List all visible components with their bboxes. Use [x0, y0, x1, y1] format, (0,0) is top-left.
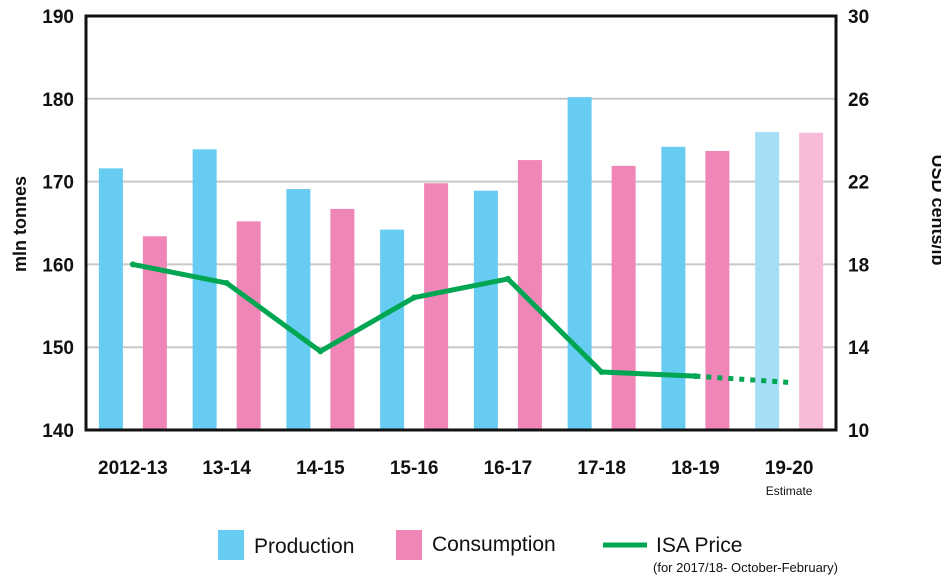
bar-production — [98, 168, 123, 431]
legend-swatch-production — [218, 530, 244, 560]
bar-consumption — [799, 132, 824, 431]
bar-production — [755, 131, 780, 431]
left-tick-label: 140 — [42, 421, 74, 442]
price-point — [223, 280, 230, 287]
price-point — [411, 294, 418, 301]
price-line — [129, 261, 790, 385]
legend-label-isa-price: ISA Price — [656, 534, 742, 557]
bar-consumption — [424, 183, 449, 430]
plot-frame — [84, 14, 838, 432]
price-line-solid — [130, 261, 698, 379]
category-label: 17-18 — [577, 458, 626, 479]
category-label: 2012-13 — [98, 458, 168, 479]
right-tick-label: 22 — [848, 173, 869, 194]
legend-label-production: Production — [254, 535, 354, 558]
category-label: 19-20 — [765, 458, 814, 479]
left-axis-ticks: 140 150 160 170 180 190 — [42, 7, 74, 442]
right-tick-label: 10 — [848, 421, 869, 442]
category-label: 16-17 — [484, 458, 533, 479]
price-line-estimate — [695, 373, 790, 385]
category-label: 15-16 — [390, 458, 439, 479]
right-axis-title: USD cents/lb — [928, 154, 941, 265]
price-point — [317, 348, 324, 355]
price-point — [129, 261, 136, 268]
bar-consumption — [330, 208, 355, 430]
left-tick-label: 150 — [42, 338, 74, 359]
bar-production — [380, 229, 405, 430]
right-tick-label: 26 — [848, 90, 869, 111]
legend-swatch-consumption — [396, 530, 422, 560]
bars — [98, 97, 824, 431]
legend-note-isa-price: (for 2017/18- October-February) — [653, 560, 838, 575]
price-point — [598, 369, 605, 376]
left-tick-label: 170 — [42, 173, 74, 194]
left-tick-label: 180 — [42, 90, 74, 111]
bar-consumption — [236, 221, 261, 430]
bar-production — [192, 149, 217, 431]
left-tick-label: 190 — [42, 7, 74, 28]
legend-label-consumption: Consumption — [432, 533, 556, 556]
right-tick-label: 14 — [848, 338, 870, 359]
price-point — [504, 275, 511, 282]
bar-production — [473, 190, 498, 430]
right-tick-label: 18 — [848, 255, 869, 276]
bar-production — [661, 146, 686, 430]
legend: Production Consumption ISA Price (for 20… — [218, 530, 838, 575]
category-label: 13-14 — [202, 458, 251, 479]
bar-consumption — [611, 165, 636, 431]
right-axis-ticks: 10 14 18 22 26 30 — [848, 7, 870, 442]
category-label: 18-19 — [671, 458, 720, 479]
price-point — [692, 373, 699, 380]
bar-production — [286, 189, 311, 430]
bar-consumption — [705, 150, 730, 431]
right-tick-label: 30 — [848, 7, 869, 28]
category-label: 14-15 — [296, 458, 345, 479]
left-axis-title: mln tonnes — [10, 176, 30, 272]
bar-production — [567, 97, 592, 431]
category-labels: 2012-13 13-14 14-15 15-16 16-17 17-18 18-19 19-… — [98, 458, 813, 498]
category-note: Estimate — [766, 484, 813, 498]
left-tick-label: 160 — [42, 255, 74, 276]
